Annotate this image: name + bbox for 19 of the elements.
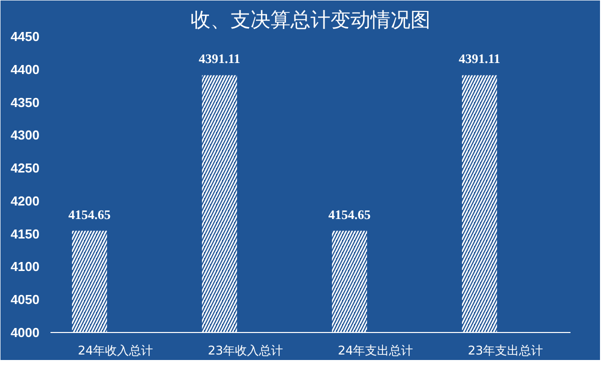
x-tick-label: 23年收入总计	[208, 344, 284, 358]
chart-title: 收、支决算总计变动情况图	[190, 8, 430, 32]
y-tick-label: 4250	[10, 160, 40, 176]
data-label: 4154.65	[328, 206, 372, 222]
x-tick-label: 23年支出总计	[468, 344, 544, 358]
y-tick-label: 4100	[10, 259, 40, 274]
x-tick-label: 24年支出总计	[338, 344, 414, 358]
y-tick-label: 4400	[10, 62, 40, 77]
y-tick-label: 4200	[10, 193, 40, 208]
y-tick-label: 4450	[10, 29, 40, 44]
data-label: 4391.11	[198, 51, 240, 66]
y-tick-label: 4000	[10, 325, 40, 340]
data-label: 4154.65	[68, 206, 112, 222]
x-tick-label: 24年收入总计	[78, 344, 154, 358]
y-tick-label: 4350	[10, 94, 40, 110]
y-tick-label: 4150	[10, 226, 40, 242]
y-tick-label: 4050	[10, 292, 40, 308]
data-label: 4391.11	[458, 51, 500, 66]
y-tick-label: 4300	[10, 128, 40, 143]
